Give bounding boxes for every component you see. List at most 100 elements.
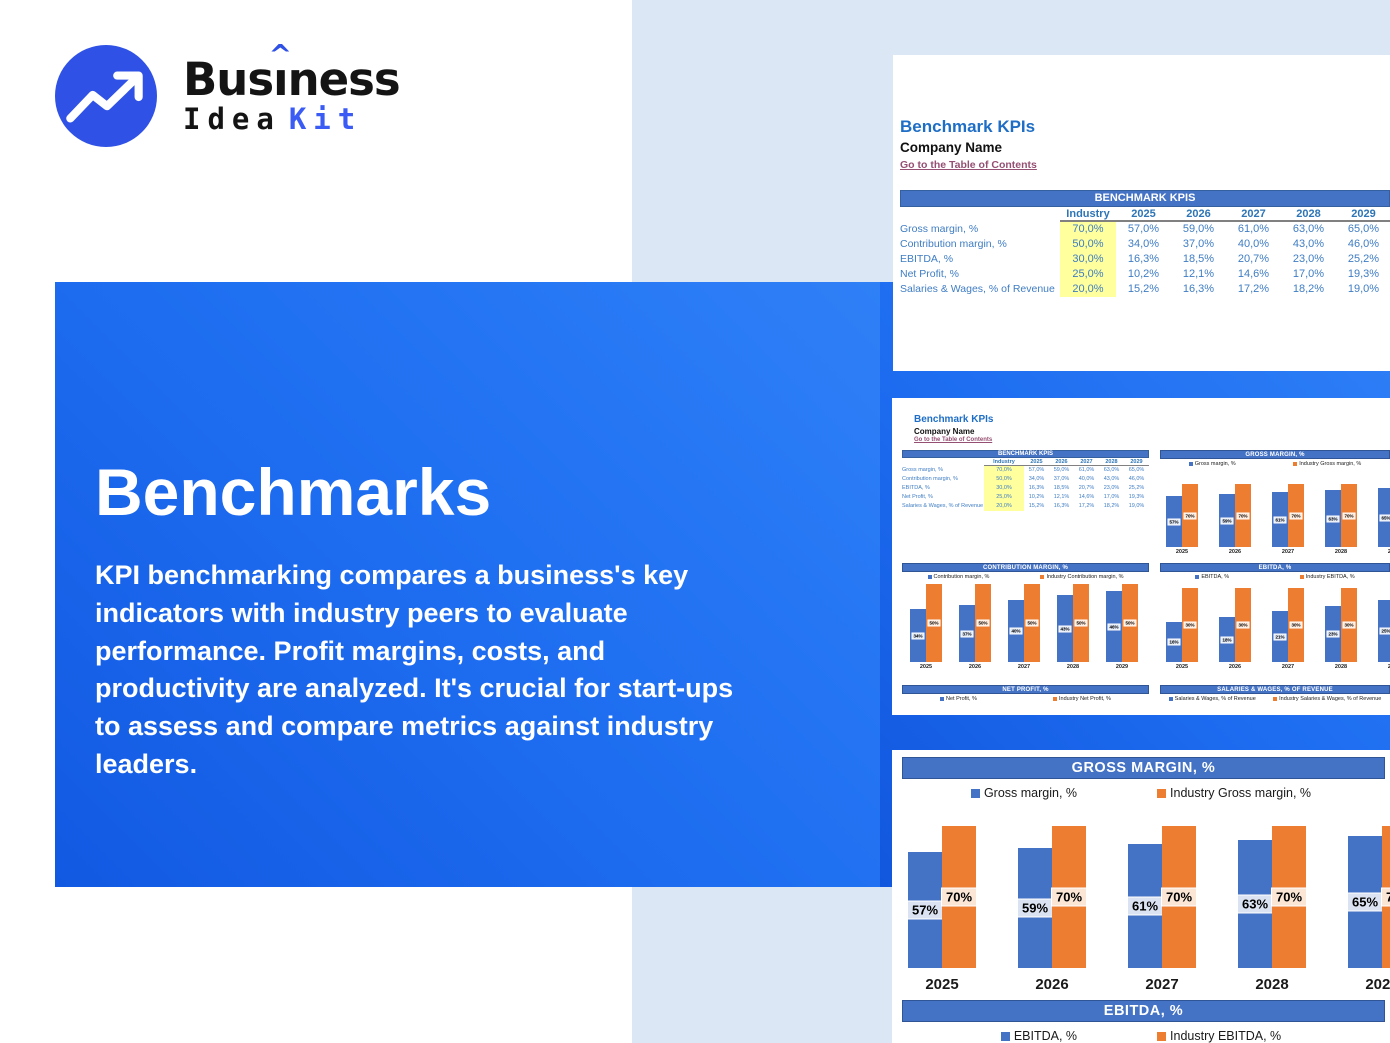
table-of-contents-link-mini[interactable]: Go to the Table of Contents — [914, 437, 993, 443]
kpi-value: 14,6% — [1078, 494, 1095, 500]
legend-item: Gross margin, % — [1188, 461, 1236, 467]
bar-group: 63% 70% 2028 — [1236, 820, 1308, 993]
bar-company: 65% — [1346, 836, 1384, 968]
legend-label: EBITDA, % — [1201, 574, 1230, 580]
legend-label: Industry Salaries & Wages, % of Revenue — [1279, 696, 1382, 702]
legend-item: Net Profit, % — [940, 696, 977, 702]
legend-label: Gross margin, % — [1194, 461, 1236, 467]
kpi-industry-value: 70,0% — [984, 466, 1024, 475]
bar-pair: 18% 30% — [1219, 584, 1251, 662]
legend-swatch-icon — [1299, 575, 1304, 579]
bar-value-label: 21% — [1273, 633, 1287, 640]
kpi-value: 34,0% — [1028, 476, 1045, 482]
trend-arrow-icon — [66, 71, 143, 123]
bar-industry: 70% — [1380, 826, 1390, 968]
bar-company: 61% — [1272, 492, 1288, 547]
bar-pair: 65%70% — [1346, 820, 1390, 968]
bar-pair: 16% 30% — [1166, 584, 1198, 662]
kpi-table-header: BENCHMARK KPIS — [900, 190, 1390, 207]
kpi-table-column-row: Industry 2025 2026 2027 2028 2029 — [900, 207, 1390, 222]
bar-value-label: 18% — [1220, 636, 1234, 643]
bar-industry: 70% — [1341, 484, 1357, 547]
bar-group: 46% 50% 2029 — [1106, 584, 1138, 670]
mini-chart-legend: Contribution margin, % Industry Contribut… — [902, 574, 1149, 580]
legend-swatch-icon — [940, 697, 945, 701]
bar-value-label: 65% — [1379, 514, 1390, 521]
bar-value-label: 50% — [976, 619, 990, 627]
legend-item: Gross margin, % — [970, 786, 1078, 800]
legend-label: Gross margin, % — [983, 786, 1078, 800]
axis-year-label: 2029 — [1387, 664, 1390, 670]
legend-item: Industry Net Profit, % — [1052, 696, 1111, 702]
kpi-value: 61,0% — [1237, 223, 1270, 235]
kpi-industry-value: 20,0% — [1060, 282, 1116, 297]
mini-chart-legend: EBITDA, % Industry EBITDA, % — [1160, 574, 1390, 580]
legend-label: Net Profit, % — [946, 696, 977, 702]
bar-group: 65%70% 2029 — [1346, 820, 1390, 993]
bar-value-label: 63% — [1236, 894, 1274, 914]
bar-industry: 70% — [1288, 484, 1304, 547]
bar-group: 63% 70% 2028 — [1325, 471, 1357, 555]
legend-swatch-icon — [1052, 697, 1057, 701]
kpi-row-label: Contribution margin, % — [900, 238, 1007, 250]
bar-pair: 59% 70% — [1016, 820, 1088, 968]
bar-pair: 21% 30% — [1272, 584, 1304, 662]
kpi-row-label: Salaries & Wages, % of Revenue — [902, 503, 984, 509]
kpi-value: 40,0% — [1078, 476, 1095, 482]
legend-label: Industry Gross margin, % — [1170, 786, 1312, 800]
bar-pair: 65%70% — [1378, 471, 1390, 547]
kpi-column-header: 2028 — [1281, 207, 1336, 222]
kpi-industry-value: 25,0% — [984, 493, 1024, 502]
legend-item: EBITDA, % — [1000, 1029, 1077, 1043]
kpi-value: 18,5% — [1182, 253, 1215, 265]
bar-industry: 70% — [1182, 484, 1198, 547]
kpi-column-header: 2026 — [1171, 207, 1226, 222]
kpi-value: 10,2% — [1127, 268, 1160, 280]
brand-name-line1: Busı ^ ness — [183, 37, 401, 106]
axis-year-label: 2028 — [1066, 664, 1080, 670]
axis-year-label: 2025 — [1175, 664, 1189, 670]
bar-company: 40% — [1008, 600, 1024, 662]
kpi-value: 20,7% — [1078, 485, 1095, 491]
kpi-sheet-screenshot: Benchmark KPIs Company Name Go to the Ta… — [893, 55, 1390, 371]
legend-item: Contribution margin, % — [927, 574, 989, 580]
legend-swatch-icon — [1040, 575, 1045, 579]
bar-industry: 30% — [1288, 588, 1304, 662]
bar-group: 23% 30% 2028 — [1325, 584, 1357, 670]
kpi-table-row: Gross margin, % 70,0% 57,0% 59,0% 61,0% 63,0%… — [902, 466, 1149, 475]
legend-swatch-icon — [1188, 462, 1193, 466]
kpi-value: 12,1% — [1182, 268, 1215, 280]
table-of-contents-link[interactable]: Go to the Table of Contents — [900, 159, 1037, 171]
kpi-value: 18,2% — [1103, 503, 1120, 509]
axis-year-label: 2029 — [1365, 976, 1390, 993]
kpi-value: 23,0% — [1292, 253, 1325, 265]
legend-swatch-icon — [1273, 697, 1278, 701]
kpi-row-label: EBITDA, % — [902, 485, 930, 491]
bar-value-label: 23% — [1326, 630, 1340, 638]
kpi-value: 18,5% — [1053, 485, 1070, 491]
legend-item: EBITDA, % — [1195, 574, 1229, 580]
kpi-value: 46,0% — [1347, 238, 1380, 250]
bar-group: 18% 30% 2026 — [1219, 584, 1251, 670]
kpi-column-header: 2025 — [1116, 207, 1171, 222]
bar-industry: 30% — [1341, 588, 1357, 662]
kpi-column-header: 2027 — [1074, 458, 1099, 466]
kpi-table-row: Net Profit, % 25,0% 10,2% 12,1% 14,6% 17,0% 19… — [900, 267, 1390, 282]
legend-item: Industry Gross margin, % — [1157, 786, 1311, 800]
kpi-value: 23,0% — [1103, 485, 1120, 491]
bar-pair: 63% 70% — [1325, 471, 1357, 547]
sheet-title: Benchmark KPIs — [900, 117, 1036, 136]
hero-title: Benchmarks — [95, 455, 492, 530]
bar-value-label: 34% — [911, 632, 925, 639]
kpi-value: 19,3% — [1128, 494, 1145, 500]
bar-group: 61% 70% 2027 — [1126, 820, 1198, 993]
kpi-value: 63,0% — [1103, 467, 1120, 473]
benchmark-kpi-table-mini: BENCHMARK KPIS Industry 2025 2026 2027 2028 20… — [902, 450, 1149, 511]
axis-year-label: 2028 — [1255, 976, 1289, 993]
bar-company: 65% — [1378, 488, 1390, 547]
kpi-value: 16,3% — [1182, 283, 1215, 295]
kpi-column-spacer — [902, 458, 984, 466]
legend-swatch-icon — [1195, 575, 1200, 579]
kpi-value: 61,0% — [1078, 467, 1095, 473]
